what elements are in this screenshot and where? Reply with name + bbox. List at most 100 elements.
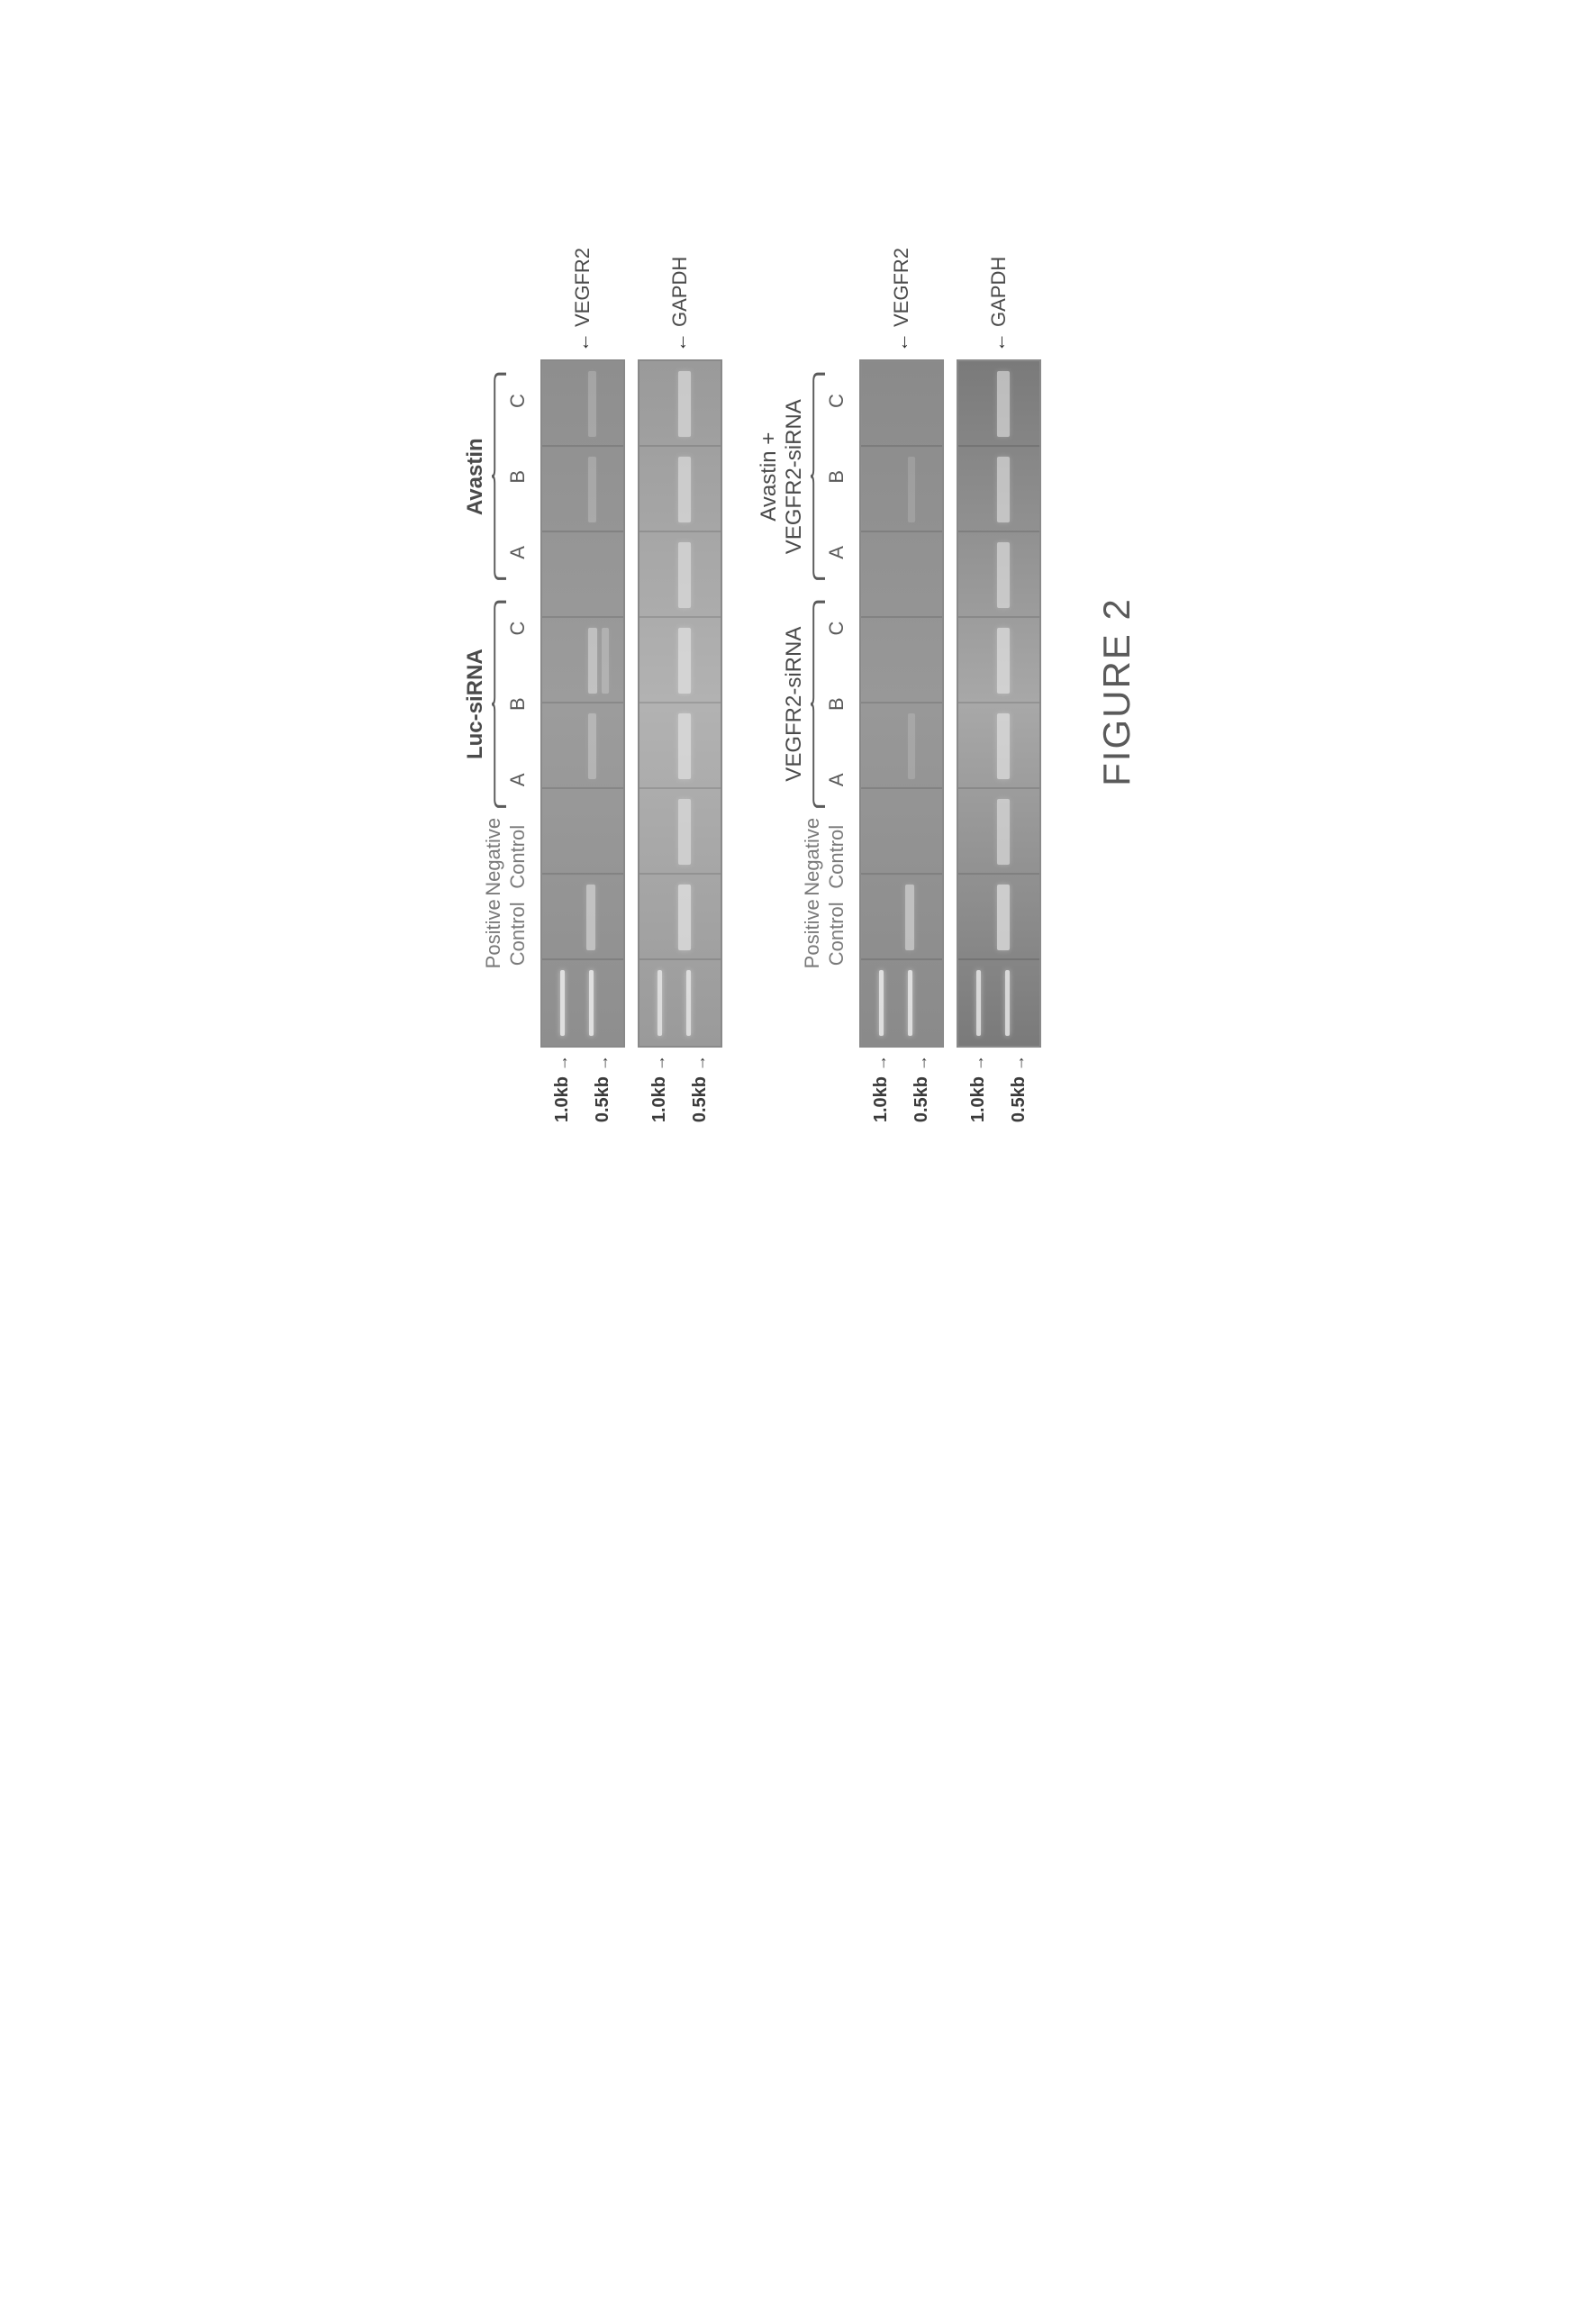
gel-band (588, 628, 597, 693)
gel-band (678, 885, 691, 949)
gel-panel-bottom: PositiveControlNegativeControlVEGFR2-siR… (776, 248, 1041, 1136)
gel-band (976, 970, 981, 1035)
lane-label: B (506, 667, 530, 742)
gel-band (588, 713, 596, 778)
lane-labels: ABC (825, 363, 848, 590)
gel-band (1005, 970, 1010, 1035)
positive-control-label: PositiveControl (801, 896, 848, 972)
gel-lane (639, 960, 721, 1046)
gel-lane (958, 960, 1039, 1046)
treatment-group-avastin-vegfr2: Avastin +VEGFR2-siRNA ABC (757, 363, 848, 590)
bracket-icon (811, 363, 825, 590)
bracket-icon (492, 590, 506, 817)
gel-image (957, 359, 1041, 1048)
gel-lane (542, 618, 623, 703)
size-marker: 1.0kb → (871, 1055, 892, 1136)
gel-lane (861, 703, 942, 789)
lane-labels: ABC (506, 363, 530, 590)
size-marker-text: 0.5kb (911, 1076, 932, 1122)
size-markers: 1.0kb → 0.5kb → (861, 1055, 942, 1136)
arrow-left-icon: ← (668, 332, 692, 352)
gel-band (686, 970, 691, 1035)
gel-image (859, 359, 944, 1048)
gel-band (997, 542, 1010, 607)
lane-label: B (506, 439, 530, 514)
figure-wrap: PositiveControlNegativeControlLuc-siRNAA… (458, 248, 1138, 1136)
gel-band (997, 885, 1010, 949)
gel-band (588, 371, 596, 436)
size-marker: 0.5kb → (1009, 1055, 1029, 1136)
gel-row-vegfr2: 1.0kb→0.5kb→←VEGFR2 (540, 248, 625, 1136)
size-marker-text: 1.0kb (649, 1076, 670, 1122)
gel-band (997, 628, 1010, 693)
gel-lane (542, 789, 623, 875)
treatment-group-avastin: Avastin ABC (463, 363, 530, 590)
gel-lane (542, 447, 623, 532)
gel-lane (861, 532, 942, 618)
gel-image (540, 359, 625, 1048)
arrow-right-icon: → (594, 1055, 612, 1071)
treatment-group-luc-sirna: Luc-siRNA ABC (463, 590, 530, 817)
arrow-left-icon: ← (571, 332, 594, 352)
treatment-title: Luc-siRNA (463, 649, 488, 759)
target-name: GAPDH (987, 257, 1011, 327)
gel-band (678, 371, 691, 436)
gel-lane (542, 960, 623, 1046)
gel-band (602, 628, 609, 693)
arrow-right-icon: → (650, 1055, 669, 1071)
arrow-right-icon: → (691, 1055, 710, 1071)
size-markers: 1.0kb → 0.5kb → (639, 1055, 721, 1136)
gel-band (908, 457, 915, 522)
lane-label: A (825, 514, 848, 590)
treatment-group-vegfr2-sirna: VEGFR2-siRNAABC (782, 590, 848, 817)
gel-band (657, 970, 662, 1035)
gel-band (678, 713, 691, 778)
treatment-title: VEGFR2-siRNA (782, 627, 807, 782)
arrow-right-icon: → (912, 1055, 931, 1071)
gel-image (638, 359, 722, 1048)
gel-band (678, 628, 691, 693)
treatment-title: Avastin +VEGFR2-siRNA (757, 399, 807, 554)
size-marker-text: 0.5kb (690, 1076, 711, 1122)
gel-lane (542, 875, 623, 960)
lane-label: B (825, 667, 848, 742)
size-marker: 1.0kb → (968, 1055, 989, 1136)
size-marker: 1.0kb→ (552, 1055, 573, 1136)
size-marker-text: 1.0kb (552, 1076, 573, 1122)
gel-lane (861, 447, 942, 532)
lane-labels: ABC (506, 590, 530, 817)
target-label-vegfr2: ← VEGFR2 (571, 248, 594, 352)
gel-lane (861, 789, 942, 875)
lane-label: A (506, 514, 530, 590)
target-name: VEGFR2 (571, 248, 594, 327)
gel-band (678, 799, 691, 864)
target-label-vegfr2: ←VEGFR2 (890, 248, 913, 352)
size-marker-text: 1.0kb (968, 1076, 989, 1122)
arrow-right-icon: → (969, 1055, 988, 1071)
gel-row-gapdh: 1.0kb → 0.5kb → ← GAPDH (957, 248, 1041, 1136)
negative-control-label: NegativeControl (801, 818, 848, 896)
gel-lane (861, 361, 942, 447)
gel-band (678, 457, 691, 522)
size-marker-text: 0.5kb (1009, 1076, 1029, 1122)
size-marker: 0.5kb→ (593, 1055, 613, 1136)
treatment-title: Avastin (463, 438, 488, 515)
target-name: VEGFR2 (890, 248, 913, 327)
bracket-icon (492, 363, 506, 590)
gel-band (997, 799, 1010, 864)
gel-band (879, 970, 884, 1035)
size-markers: 1.0kb→0.5kb→ (542, 1055, 623, 1136)
gel-band (997, 457, 1010, 522)
lane-label: B (825, 439, 848, 514)
target-label-gapdh: ← GAPDH (987, 257, 1011, 352)
arrow-left-icon: ← (987, 332, 1011, 352)
size-marker: 0.5kb → (911, 1055, 932, 1136)
size-marker-text: 1.0kb (871, 1076, 892, 1122)
arrow-right-icon: → (872, 1055, 891, 1071)
size-marker: 0.5kb → (690, 1055, 711, 1136)
gel-band (908, 713, 915, 778)
gel-band (905, 885, 914, 949)
arrow-right-icon: → (1010, 1055, 1029, 1071)
positive-control-label: PositiveControl (482, 896, 530, 972)
figure-caption: FIGURE 2 (1095, 248, 1138, 1136)
